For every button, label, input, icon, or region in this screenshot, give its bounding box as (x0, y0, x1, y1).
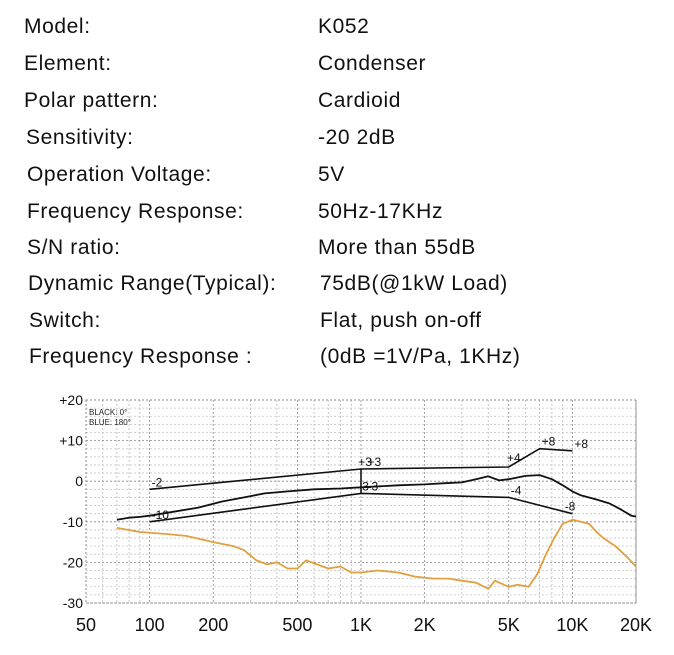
tolerance-line-1 (149, 492, 573, 523)
x-axis-ticks: 50 100 200 500 1K 2K 5K 10K 20K (76, 615, 652, 635)
spec-label: Polar pattern: (24, 89, 159, 112)
spec-row-switch: Switch: Flat, push on-off (0, 309, 674, 339)
x-tick-label: 100 (135, 615, 165, 635)
plot-frame (85, 399, 637, 604)
x-tick-label: 500 (282, 615, 312, 635)
spec-row-frequency-response-ref: Frequency Response : (0dB =1V/Pa, 1KHz) (0, 345, 674, 375)
spec-row-sensitivity: Sensitivity: -20 2dB (0, 126, 674, 156)
y-tick-label: -20 (63, 554, 83, 570)
x-tick-label: 50 (76, 615, 96, 635)
chart-annotations: -2 -10 +3+3 -3-3 +4 +8 +8 -4 -8 (152, 435, 589, 522)
x-tick-label: 20K (620, 615, 652, 635)
spec-row-dynamic-range: Dynamic Range(Typical): 75dB(@1kW Load) (0, 272, 674, 302)
spec-label: S/N ratio: (27, 236, 121, 259)
annotation-label: +8 (542, 435, 556, 449)
spec-label: Frequency Response: (27, 200, 244, 223)
x-tick-label: 5K (498, 615, 520, 635)
chart-series (116, 474, 637, 590)
legend-black-entry: BLACK: 0° (89, 408, 127, 417)
spec-row-polar-pattern: Polar pattern: Cardioid (0, 89, 674, 119)
tolerance-line-0 (149, 447, 573, 491)
series-180deg-line (116, 518, 637, 590)
annotation-label: -10 (152, 508, 170, 522)
spec-value: 5V (318, 163, 345, 186)
x-tick-label: 2K (414, 615, 436, 635)
annotation-label: +3 (367, 455, 381, 469)
spec-label: Sensitivity: (26, 126, 134, 149)
spec-row-element: Element: Condenser (0, 52, 674, 82)
spec-value: Cardioid (318, 89, 402, 112)
annotation-label: -3 (367, 479, 378, 493)
annotation-label: -4 (511, 483, 522, 497)
spec-value: Flat, push on-off (320, 309, 482, 332)
chart-grid (85, 399, 637, 604)
spec-value: 50Hz-17KHz (318, 200, 444, 223)
spec-value: More than 55dB (318, 236, 476, 259)
y-tick-label: 0 (75, 473, 83, 489)
frequency-response-chart: BLACK: 0° BLUE: 180° -2 -10 +3 +3 -3 -3 +4 +8 +8… (0, 385, 674, 650)
spec-row-model: Model: K052 (0, 15, 674, 45)
annotation-label: +3 (358, 455, 372, 469)
legend-blue-entry: BLUE: 180° (89, 418, 131, 427)
series-0deg-line (116, 474, 637, 521)
annotation-label: +4 (507, 451, 521, 465)
y-tick-label: -10 (63, 514, 83, 530)
spec-label: Switch: (29, 309, 101, 332)
spec-label: Dynamic Range(Typical): (28, 272, 277, 295)
spec-label: Element: (24, 52, 112, 75)
chart-legend: BLACK: 0° BLUE: 180° (89, 408, 131, 427)
annotation-label: -2 (152, 475, 163, 489)
spec-row-sn-ratio: S/N ratio: More than 55dB (0, 236, 674, 266)
spec-value: (0dB =1V/Pa, 1KHz) (320, 345, 521, 368)
spec-label: Operation Voltage: (27, 163, 212, 186)
spec-label: Frequency Response : (29, 345, 253, 368)
annotation-label: +8 (574, 437, 588, 451)
spec-row-frequency-response: Frequency Response: 50Hz-17KHz (0, 200, 674, 230)
annotation-label: -3 (358, 479, 369, 493)
spec-label: Model: (24, 15, 91, 38)
x-tick-label: 1K (350, 615, 372, 635)
spec-row-operation-voltage: Operation Voltage: 5V (0, 163, 674, 193)
y-tick-label: -30 (63, 595, 83, 611)
y-tick-label: +10 (59, 433, 83, 449)
x-tick-label: 10K (556, 615, 588, 635)
spec-value: K052 (318, 15, 370, 38)
frequency-response-svg: BLACK: 0° BLUE: 180° -2 -10 +3+3 -3-3 +4 +8 +8… (59, 392, 652, 635)
tolerance-lines (149, 447, 573, 523)
annotation-label: -8 (565, 500, 576, 514)
spec-value: Condenser (318, 52, 427, 75)
x-tick-label: 200 (198, 615, 228, 635)
spec-value: 75dB(@1kW Load) (320, 272, 508, 295)
spec-value: -20 2dB (318, 126, 396, 149)
y-axis-ticks: +20 +10 0 -10 -20 -30 (59, 392, 83, 611)
y-tick-label: +20 (59, 392, 83, 408)
